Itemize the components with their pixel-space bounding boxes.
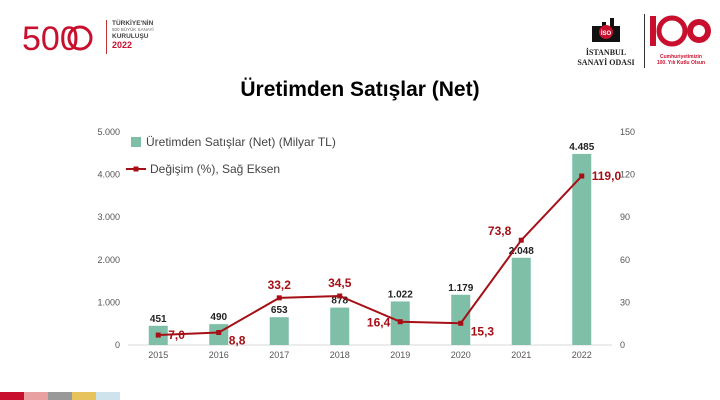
y-left-tick-label: 4.000 xyxy=(97,170,120,180)
y-right-tick-label: 120 xyxy=(620,170,635,180)
top-500-logo: 500 TÜRKİYE'NİN 500 BÜYÜK SANAYİ KURULUŞ… xyxy=(20,14,190,58)
bar-2018 xyxy=(330,307,350,345)
line-marker xyxy=(397,319,403,325)
x-tick-label: 2022 xyxy=(572,350,592,360)
y-right-tick-label: 60 xyxy=(620,255,630,265)
centennial-line2: 100. Yılı Kutlu Olsun xyxy=(656,60,706,66)
x-tick-label: 2018 xyxy=(330,350,350,360)
y-left-tick-label: 0 xyxy=(115,340,120,350)
line-marker xyxy=(518,237,524,243)
strip-segment xyxy=(96,392,120,400)
centennial-line1: Cumhuriyetimizin xyxy=(660,54,702,60)
y-right-tick-label: 150 xyxy=(620,127,635,137)
x-tick-label: 2016 xyxy=(209,350,229,360)
line-marker xyxy=(579,173,585,179)
strip-segment xyxy=(24,392,48,400)
bar-data-label: 4.485 xyxy=(569,142,594,153)
bottom-color-strip xyxy=(0,392,120,400)
strip-segment xyxy=(72,392,96,400)
line-marker xyxy=(155,332,161,338)
centennial-text: Cumhuriyetimizin 100. Yılı Kutlu Olsun xyxy=(650,54,712,66)
bar-data-label: 2.048 xyxy=(509,246,534,257)
logo-500-text: TÜRKİYE'NİN 500 BÜYÜK SANAYİ KURULUŞU 20… xyxy=(112,20,154,50)
line-data-label: 7,0 xyxy=(168,328,185,342)
logo-500-line2: 500 BÜYÜK SANAYİ xyxy=(112,27,154,33)
line-marker xyxy=(337,293,343,299)
x-tick-label: 2017 xyxy=(269,350,289,360)
logo-divider xyxy=(106,20,107,54)
line-marker xyxy=(216,330,222,336)
change-line xyxy=(158,175,583,337)
x-tick-label: 2015 xyxy=(148,350,168,360)
logo-500-line3: KURULUŞU xyxy=(112,32,149,40)
logo-500-emblem: 500 xyxy=(22,20,93,58)
y-left-tick-label: 1.000 xyxy=(97,297,120,307)
line-data-label: 15,3 xyxy=(471,324,495,338)
centennial-logo-icon xyxy=(650,15,711,47)
line-data-label: 33,2 xyxy=(268,278,292,292)
bar-data-label: 878 xyxy=(331,296,348,307)
line-data-label: 16,4 xyxy=(367,316,391,330)
bar-data-label: 490 xyxy=(210,312,227,323)
line-marker xyxy=(276,295,282,301)
bar-data-label: 653 xyxy=(271,305,288,316)
bar-2017 xyxy=(269,317,289,345)
strip-segment xyxy=(0,392,24,400)
bar-2021 xyxy=(511,257,531,345)
strip-segment xyxy=(48,392,72,400)
y-right-tick-label: 0 xyxy=(620,340,625,350)
legend-bar-swatch xyxy=(131,137,141,147)
chart-title: Üretimden Satışlar (Net) xyxy=(240,78,480,101)
header-divider xyxy=(644,14,645,68)
x-tick-label: 2021 xyxy=(511,350,531,360)
iso-logo-block: İSO İSTANBUL SANAYİ ODASI Cumhuriyetimiz… xyxy=(570,10,715,72)
bar-2020 xyxy=(451,294,471,345)
bar-2022 xyxy=(572,153,592,345)
iso-name-line1: İSTANBUL xyxy=(585,48,627,57)
y-right-tick-label: 30 xyxy=(620,297,630,307)
logo-500-year: 2022 xyxy=(112,40,133,51)
line-data-label: 73,8 xyxy=(488,224,512,238)
x-tick-label: 2020 xyxy=(451,350,471,360)
line-data-label: 119,0 xyxy=(592,169,622,183)
legend-line-label: Değişim (%), Sağ Eksen xyxy=(150,162,280,176)
iso-name-line2: SANAYİ ODASI xyxy=(577,58,635,67)
legend-line-marker xyxy=(133,166,139,172)
bar-data-label: 1.022 xyxy=(388,289,413,300)
y-left-tick-label: 3.000 xyxy=(97,212,120,222)
bar-data-label: 1.179 xyxy=(448,283,473,294)
y-right-tick-label: 90 xyxy=(620,212,630,222)
y-left-tick-label: 5.000 xyxy=(97,127,120,137)
logo-500-line1: TÜRKİYE'NİN xyxy=(112,20,154,27)
line-data-label: 8,8 xyxy=(229,334,246,348)
line-data-label: 34,5 xyxy=(328,276,352,290)
iso-name: İSTANBUL SANAYİ ODASI xyxy=(570,48,642,68)
legend-bar-label: Üretimden Satışlar (Net) (Milyar TL) xyxy=(146,135,336,149)
bar-data-label: 451 xyxy=(150,314,167,325)
x-tick-label: 2019 xyxy=(390,350,410,360)
y-left-tick-label: 2.000 xyxy=(97,255,120,265)
iso-emblem-text: İSO xyxy=(601,30,612,37)
iso-gear-icon: İSO xyxy=(592,18,620,42)
line-marker xyxy=(458,320,464,326)
gear-icon xyxy=(67,25,93,51)
